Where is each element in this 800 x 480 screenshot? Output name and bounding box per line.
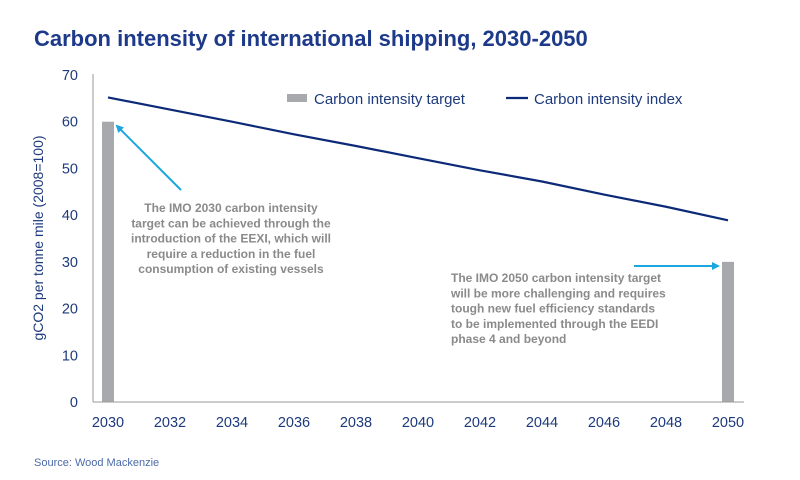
annotation-line: The IMO 2050 carbon intensity target	[451, 271, 661, 285]
chart-title: Carbon intensity of international shippi…	[34, 26, 588, 51]
legend: Carbon intensity target Carbon intensity…	[287, 91, 683, 108]
y-tick-label: 20	[62, 302, 78, 318]
y-tick-label: 40	[62, 208, 78, 224]
x-tick-label: 2044	[526, 415, 558, 431]
annotation-line: target can be achieved through the	[131, 216, 331, 230]
x-tick-label: 2048	[650, 415, 682, 431]
x-tick-label: 2040	[402, 415, 434, 431]
annotation-line: require a reduction in the fuel	[147, 247, 316, 261]
y-tick-label: 60	[62, 115, 78, 131]
annotation-line: phase 4 and beyond	[451, 332, 566, 346]
y-axis-label: gCO2 per tonne mile (2008=100)	[30, 135, 46, 340]
annotation-line: consumption of existing vessels	[138, 262, 324, 276]
annotation-2050: The IMO 2050 carbon intensity targetwill…	[450, 271, 666, 346]
legend-swatch-target	[287, 94, 307, 102]
bar-target-2030	[102, 121, 114, 402]
annotation-line: will be more challenging and requires	[450, 286, 666, 300]
x-tick-label: 2032	[154, 415, 186, 431]
legend-label-index: Carbon intensity index	[534, 91, 683, 108]
x-tick-label: 2034	[216, 415, 248, 431]
annotation-line: The IMO 2030 carbon intensity	[144, 201, 318, 215]
legend-label-target: Carbon intensity target	[314, 91, 466, 108]
y-tick-label: 30	[62, 255, 78, 271]
series-line-carbon-intensity-index	[107, 96, 729, 222]
x-tick-label: 2046	[588, 415, 620, 431]
x-tick-label: 2050	[712, 415, 744, 431]
annotation-line: introduction of the EEXI, which will	[131, 232, 331, 246]
source-note: Source: Wood Mackenzie	[34, 457, 159, 469]
x-tick-label: 2036	[278, 415, 310, 431]
annotation-line: tough new fuel efficiency standards	[451, 302, 655, 316]
bar-target-2050	[722, 261, 734, 402]
y-tick-label: 0	[70, 395, 78, 411]
x-tick-label: 2030	[92, 415, 124, 431]
x-tick-label: 2038	[340, 415, 372, 431]
x-tick-label: 2042	[464, 415, 496, 431]
annotation-line: to be implemented through the EEDI	[451, 317, 658, 331]
annotation-arrow-2030	[115, 124, 182, 191]
y-tick-label: 50	[62, 161, 78, 177]
y-tick-label: 10	[62, 348, 78, 364]
y-tick-label: 70	[62, 68, 78, 84]
